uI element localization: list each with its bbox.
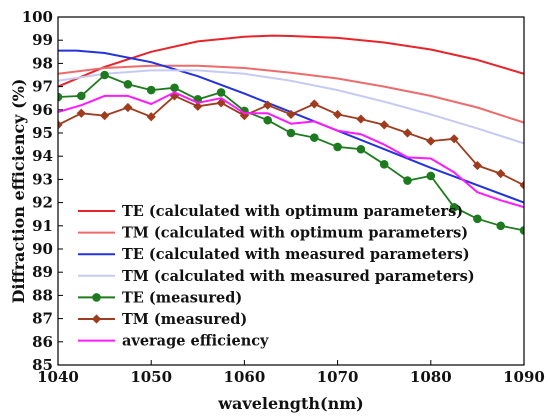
legend-item: average efficiency [78,333,269,350]
data-point [146,112,156,122]
y-tick-label: 97 [32,78,53,96]
data-point [333,142,342,152]
y-tick-label: 100 [22,8,53,26]
y-axis-title: Diffraction efficiency (%) [9,79,28,304]
data-point [426,171,436,181]
y-tick-label: 99 [32,31,53,49]
data-point [263,115,273,125]
legend-marker [91,314,102,324]
legend-label: TM (calculated with measured parameters) [122,268,475,285]
data-point [310,133,319,142]
y-tick-label: 98 [32,54,53,72]
data-point [170,83,179,93]
y-tick-label: 88 [32,286,53,304]
data-point [519,180,524,190]
legend-label: TE (calculated with measured parameters) [122,246,470,263]
y-tick-label: 94 [32,147,53,165]
y-tick-label: 89 [32,263,53,281]
series-line [58,64,524,124]
data-point [379,120,389,130]
data-point [519,226,524,235]
series-2 [58,64,524,124]
axes-layer: 85 86 87 88 89 90 91 92 93 94 95 96 97 98 99 100 1040 105… [22,8,545,386]
legend-item: TM (calculated with optimum parameters) [78,225,468,242]
data-point [333,109,343,120]
data-point [286,128,296,138]
y-tick-label: 85 [32,356,53,374]
y-tick-label: 87 [32,310,53,328]
data-point [426,136,436,146]
series-line [58,34,524,88]
data-point [76,108,86,118]
series-4 [58,69,524,145]
data-point [356,114,366,124]
x-tick-label: 1080 [410,368,452,386]
data-point [286,109,296,120]
x-tick-label: 1090 [503,368,545,386]
y-tick-label: 95 [32,124,53,142]
y-tick-label: 92 [32,194,53,212]
x-axis-title: wavelength(nm) [217,394,363,413]
x-tick-label: 1050 [130,368,172,386]
data-point [146,85,156,95]
data-point [309,99,319,109]
legend-label: average efficiency [122,333,269,350]
data-point [263,100,273,110]
legend-item: TM (measured) [78,311,247,328]
data-point [58,120,63,130]
y-tick-label: 90 [32,240,53,258]
legend-marker [92,293,101,302]
plot-frame [57,16,525,366]
legend-label: TM (calculated with optimum parameters) [122,225,468,242]
data-point [496,221,506,231]
x-tick-label: 1070 [317,368,359,386]
x-tick-label: 1040 [37,368,79,386]
y-tick-label: 86 [32,333,53,351]
y-tick-label: 91 [32,217,53,235]
legend-label: TE (measured) [122,289,242,306]
legend-item: TE (calculated with optimum parameters) [78,203,463,220]
data-point [496,169,506,179]
data-point [356,144,366,154]
data-point [100,70,109,80]
x-tick-label: 1060 [224,368,266,386]
legend-item: TE (calculated with measured parameters) [78,246,470,263]
data-point [123,102,133,113]
series-5 [58,70,524,235]
data-point [193,101,203,111]
y-tick-label: 93 [32,170,53,188]
series-7 [58,91,524,209]
legend: TE (calculated with optimum parameters) T… [78,203,475,350]
legend-label: TE (calculated with optimum parameters) [122,203,463,220]
data-point [403,176,412,185]
data-point [449,202,459,212]
legend-label: TM (measured) [122,311,247,328]
legend-item: TM (calculated with measured parameters) [78,268,475,285]
data-point [216,88,226,97]
series-line [58,91,524,209]
data-point [449,134,459,144]
data-point [100,111,110,121]
data-point [472,160,482,171]
data-point [379,160,389,169]
data-point [402,128,413,138]
data-point [123,79,133,89]
series-line [58,69,524,145]
legend-item: TE (measured) [78,289,242,306]
y-tick-label: 96 [32,101,53,119]
data-point [77,91,86,101]
series-1 [58,34,524,88]
data-point [473,214,482,224]
series-layer [58,34,524,235]
